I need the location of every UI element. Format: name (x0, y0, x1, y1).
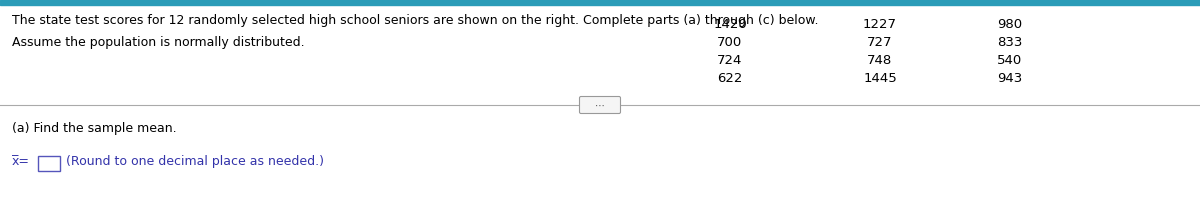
Text: Assume the population is normally distributed.: Assume the population is normally distri… (12, 36, 305, 49)
Text: The state test scores for 12 randomly selected high school seniors are shown on : The state test scores for 12 randomly se… (12, 14, 818, 27)
Text: 833: 833 (997, 36, 1022, 49)
Bar (0, 0, 1200, 5)
Text: ⋯: ⋯ (595, 101, 605, 110)
Text: 980: 980 (997, 18, 1022, 31)
Text: 540: 540 (997, 54, 1022, 67)
Text: (Round to one decimal place as needed.): (Round to one decimal place as needed.) (66, 155, 324, 168)
Text: (a) Find the sample mean.: (a) Find the sample mean. (12, 122, 176, 135)
Text: 1445: 1445 (863, 72, 896, 85)
Text: x̅=: x̅= (12, 155, 30, 168)
Text: 1420: 1420 (713, 18, 746, 31)
FancyBboxPatch shape (580, 97, 620, 114)
Text: 1227: 1227 (863, 18, 898, 31)
Text: 943: 943 (997, 72, 1022, 85)
Text: 727: 727 (868, 36, 893, 49)
Text: 622: 622 (718, 72, 743, 85)
FancyBboxPatch shape (38, 156, 60, 171)
Text: 700: 700 (718, 36, 743, 49)
Text: 748: 748 (868, 54, 893, 67)
Text: 724: 724 (718, 54, 743, 67)
